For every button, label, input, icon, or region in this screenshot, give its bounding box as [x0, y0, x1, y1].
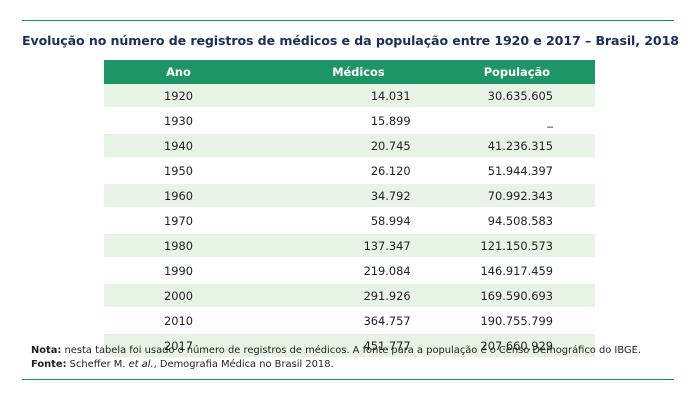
table-row: 1970 58.994 94.508.583 — [104, 209, 595, 234]
cell-medicos: 364.757 — [252, 309, 411, 334]
cell-medicos: 58.994 — [252, 209, 411, 234]
note-line: Nota: nesta tabela foi usado o número de… — [31, 344, 671, 358]
source-text-italic: et al. — [128, 359, 154, 370]
source-label: Fonte: — [31, 359, 67, 370]
cell-ano: 1940 — [104, 134, 253, 159]
bottom-rule — [22, 379, 674, 380]
cell-populacao: 51.944.397 — [410, 159, 595, 184]
cell-ano: 1930 — [104, 109, 253, 134]
cell-populacao: 146.917.459 — [410, 259, 595, 284]
cell-medicos: 291.926 — [252, 284, 411, 309]
source-text-pre: Scheffer M. — [66, 359, 129, 370]
table-row: 1990 219.084 146.917.459 — [104, 259, 595, 284]
cell-ano: 2000 — [104, 284, 253, 309]
cell-ano: 1990 — [104, 259, 253, 284]
table-row: 1960 34.792 70.992.343 — [104, 184, 595, 209]
table-row: 1940 20.745 41.236.315 — [104, 134, 595, 159]
cell-ano: 1920 — [104, 84, 253, 109]
cell-medicos: 26.120 — [252, 159, 411, 184]
header-medicos: Médicos — [252, 60, 411, 84]
cell-populacao: 41.236.315 — [410, 134, 595, 159]
cell-medicos: 15.899 — [252, 109, 411, 134]
cell-ano: 1970 — [104, 209, 253, 234]
table-row: 2010 364.757 190.755.799 — [104, 309, 595, 334]
cell-medicos: 14.031 — [252, 84, 411, 109]
cell-ano: 1950 — [104, 159, 253, 184]
source-line: Fonte: Scheffer M. et al., Demografia Mé… — [31, 358, 671, 372]
note-text: nesta tabela foi usado o número de regis… — [61, 345, 641, 356]
cell-medicos: 219.084 — [252, 259, 411, 284]
header-row: Ano Médicos População — [104, 60, 595, 84]
table-row: 1950 26.120 51.944.397 — [104, 159, 595, 184]
cell-populacao: 169.590.693 — [410, 284, 595, 309]
table-row: 2017 451.777 207.660.929 — [104, 334, 595, 359]
cell-populacao: 207.660.929 — [410, 334, 595, 359]
cell-populacao: 94.508.583 — [410, 209, 595, 234]
cell-ano: 1960 — [104, 184, 253, 209]
cell-populacao: _ — [410, 109, 595, 134]
header-populacao: População — [410, 60, 595, 84]
source-text-post: , Demografia Médica no Brasil 2018. — [153, 359, 334, 370]
header-ano: Ano — [104, 60, 253, 84]
table-title: Evolução no número de registros de médic… — [22, 33, 679, 48]
cell-medicos: 451.777 — [252, 334, 411, 359]
cell-ano: 2017 — [104, 334, 253, 359]
table-row: 1920 14.031 30.635.605 — [104, 84, 595, 109]
cell-medicos: 137.347 — [252, 234, 411, 259]
cell-medicos: 34.792 — [252, 184, 411, 209]
cell-populacao: 70.992.343 — [410, 184, 595, 209]
header-medicos-label: Médicos — [332, 65, 385, 79]
cell-ano: 1980 — [104, 234, 253, 259]
data-table: Ano Médicos População 1920 14.031 30.635.6… — [104, 60, 595, 359]
cell-populacao: 30.635.605 — [410, 84, 595, 109]
cell-populacao: 121.150.573 — [410, 234, 595, 259]
table-row: 2000 291.926 169.590.693 — [104, 284, 595, 309]
table-row: 1930 15.899 _ — [104, 109, 595, 134]
cell-medicos: 20.745 — [252, 134, 411, 159]
table-body: 1920 14.031 30.635.605 1930 15.899 _ 1940 20.74… — [104, 84, 595, 359]
table-notes: Nota: nesta tabela foi usado o número de… — [31, 344, 671, 372]
table-row: 1980 137.347 121.150.573 — [104, 234, 595, 259]
cell-ano: 2010 — [104, 309, 253, 334]
top-rule — [22, 20, 674, 21]
cell-populacao: 190.755.799 — [410, 309, 595, 334]
note-label: Nota: — [31, 345, 62, 356]
